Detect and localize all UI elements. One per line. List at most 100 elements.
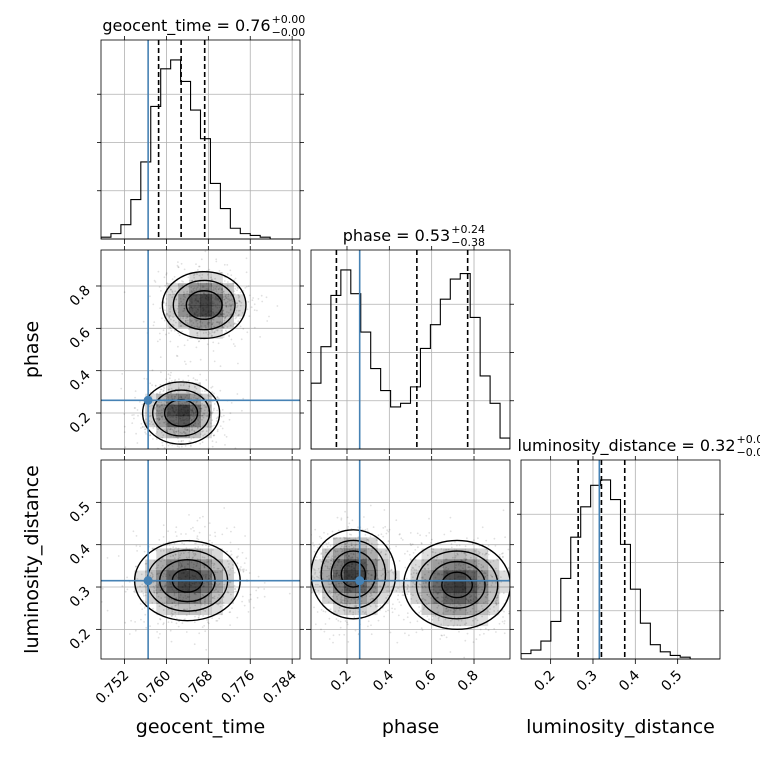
sample-point — [158, 417, 161, 420]
sample-point — [312, 542, 314, 544]
sample-point — [166, 314, 169, 317]
sample-point — [435, 559, 438, 562]
sample-point — [221, 291, 224, 294]
sample-point — [208, 405, 211, 408]
sample-point — [401, 585, 404, 587]
sample-point — [514, 604, 516, 606]
sample-point — [217, 597, 219, 599]
sample-point — [367, 548, 370, 550]
sample-point — [161, 602, 164, 604]
sample-point — [128, 633, 131, 635]
sample-point — [486, 583, 489, 586]
sample-point — [204, 601, 206, 604]
sample-point — [198, 265, 201, 268]
sample-point — [158, 406, 161, 408]
sample-point — [339, 620, 342, 623]
density-cell — [498, 570, 510, 582]
sample-point — [329, 563, 332, 565]
sample-point — [340, 596, 343, 599]
sample-point — [238, 295, 241, 298]
sample-point — [409, 542, 412, 545]
sample-point — [192, 288, 195, 290]
sample-point — [234, 317, 237, 320]
sample-point — [331, 557, 334, 560]
sample-point — [346, 516, 349, 519]
sample-point — [209, 400, 212, 403]
sample-point — [490, 574, 492, 577]
density-cell — [189, 548, 201, 560]
sample-point — [155, 438, 158, 440]
sample-point — [340, 599, 343, 602]
sample-point — [156, 431, 159, 433]
sample-point — [201, 402, 204, 405]
sample-point — [481, 526, 484, 529]
sample-point — [174, 553, 177, 556]
sample-point — [212, 596, 215, 599]
sample-point — [175, 457, 177, 459]
sample-point — [230, 550, 232, 553]
sample-point — [154, 413, 157, 415]
sample-point — [167, 373, 170, 376]
sample-point — [199, 358, 202, 361]
sample-point — [176, 548, 179, 551]
sample-point — [420, 542, 423, 545]
sample-point — [226, 298, 229, 300]
density-cell — [421, 570, 433, 582]
sample-point — [155, 432, 157, 435]
sample-point — [222, 414, 225, 417]
sample-point — [464, 639, 467, 642]
sample-point — [246, 308, 249, 311]
sample-point — [489, 608, 491, 610]
sample-point — [477, 610, 480, 612]
sample-point — [365, 557, 367, 560]
sample-point — [424, 585, 426, 587]
y-tick-label: 0.8 — [67, 283, 94, 310]
sample-point — [464, 552, 466, 555]
sample-point — [326, 565, 329, 568]
sample-point — [188, 430, 191, 432]
sample-point — [422, 559, 424, 561]
sample-point — [374, 604, 377, 607]
sample-point — [445, 558, 448, 561]
sample-point — [444, 558, 447, 561]
density-cell — [211, 559, 223, 571]
sample-point — [420, 594, 423, 597]
sample-point — [225, 297, 227, 300]
sample-point — [296, 558, 298, 560]
sample-point — [182, 379, 185, 382]
sample-point — [389, 547, 391, 550]
sample-point — [242, 570, 245, 573]
sample-point — [401, 594, 404, 597]
sample-point — [177, 266, 180, 268]
x-tick-label: 0.8 — [455, 668, 482, 695]
sample-point — [183, 307, 186, 310]
density-cell — [200, 272, 212, 284]
sample-point — [441, 600, 443, 603]
sample-point — [377, 543, 379, 546]
sample-point — [172, 555, 175, 557]
sample-point — [214, 287, 217, 290]
sample-point — [202, 594, 205, 597]
sample-point — [440, 634, 443, 637]
sample-point — [391, 607, 393, 610]
density-cell — [222, 305, 234, 317]
sample-point — [197, 340, 200, 343]
sample-point — [249, 593, 252, 596]
sample-point — [207, 321, 210, 324]
sample-point — [211, 391, 214, 393]
sample-point — [365, 613, 368, 616]
contour-line — [415, 550, 499, 620]
sample-point — [157, 270, 160, 273]
sample-point — [400, 604, 402, 607]
sample-point — [170, 621, 173, 624]
sample-point — [156, 403, 159, 406]
sample-point — [233, 322, 236, 325]
sample-point — [175, 622, 178, 625]
sample-point — [367, 601, 369, 604]
density-cell — [454, 592, 467, 605]
density-cell — [167, 548, 179, 560]
sample-point — [228, 321, 230, 324]
sample-point — [422, 582, 425, 585]
sample-point — [227, 293, 230, 296]
density-cell — [443, 559, 456, 571]
